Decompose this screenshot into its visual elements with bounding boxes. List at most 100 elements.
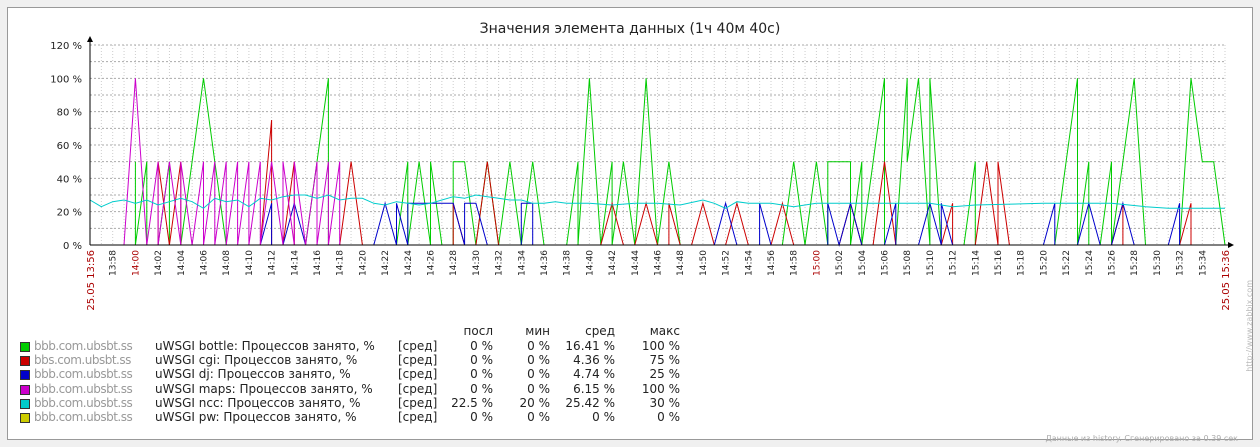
legend-func: [сред] <box>398 381 438 396</box>
x-tick-label: 14:54 <box>744 250 754 276</box>
legend-name: uWSGI ncc: Процессов занято, % <box>155 395 361 410</box>
legend-min: 0 % <box>527 367 550 382</box>
x-tick-label: 14:36 <box>540 250 550 276</box>
series-line-5 <box>89 194 1225 209</box>
legend-min: 0 % <box>527 353 550 368</box>
x-tick-label: 14:10 <box>245 250 255 276</box>
legend-max: 100 % <box>641 339 680 353</box>
x-tick-label: 14:52 <box>722 250 732 276</box>
x-tick-label: 15:16 <box>994 250 1004 276</box>
legend-name: uWSGI dj: Процессов занято, % <box>155 367 351 382</box>
x-tick-label: 14:44 <box>631 250 641 276</box>
y-tick-label: 40 % <box>57 174 82 185</box>
legend-avg: 4.36 % <box>573 353 615 368</box>
x-tick-label: 14:16 <box>313 250 323 276</box>
legend-min: 20 % <box>519 395 551 410</box>
legend-avg: 25.42 % <box>565 395 615 410</box>
x-tick-labels: 13:58 14:00 14:02 14:04 14:06 14:08 14:10 14:12… <box>86 250 1232 311</box>
legend-avg: 0 % <box>592 410 615 424</box>
legend-host: bbb.com.ubsbt.ss <box>34 395 133 410</box>
legend-header-min: мин <box>525 324 550 338</box>
y-tick-label: 100 % <box>50 74 82 85</box>
x-tick-label: 14:08 <box>222 250 232 276</box>
x-tick-label: 15:34 <box>1198 250 1208 276</box>
x-tick-label: 14:40 <box>585 250 595 276</box>
legend-max: 0 % <box>657 410 680 424</box>
x-tick-label: 15:00 <box>812 250 822 276</box>
legend-func: [сред] <box>398 339 438 353</box>
legend-last: 0 % <box>470 339 493 353</box>
y-tick-label: 20 % <box>57 208 82 219</box>
y-tick-label: 120 % <box>50 41 82 52</box>
plot-axes <box>87 36 1234 248</box>
x-tick-label: 15:22 <box>1062 250 1072 276</box>
x-end-label: 25.05 15:36 <box>1221 250 1232 311</box>
x-tick-label: 14:38 <box>563 250 573 276</box>
legend-swatch <box>20 398 30 409</box>
series-line-3 <box>90 201 1225 247</box>
legend-name: uWSGI pw: Процессов занято, % <box>155 410 357 424</box>
legend-name: uWSGI cgi: Процессов занято, % <box>155 353 358 368</box>
legend-swatch <box>20 342 30 352</box>
legend-host: bbb.com.ubsbt.ss <box>34 381 133 396</box>
x-tick-label: 15:28 <box>1130 250 1140 276</box>
x-tick-label: 14:58 <box>790 250 800 276</box>
x-tick-label: 14:34 <box>517 250 527 276</box>
x-tick-label: 14:42 <box>608 250 618 276</box>
x-axis-arrow <box>1228 242 1234 248</box>
x-tick-label: 14:14 <box>290 250 300 276</box>
x-tick-label: 14:50 <box>699 250 709 276</box>
x-tick-label: 13:58 <box>109 250 119 276</box>
legend-swatch <box>20 413 30 423</box>
x-tick-label: 15:24 <box>1085 250 1095 276</box>
footer-note: Данные из history. Сгенерировано за 0.39… <box>1045 434 1238 443</box>
side-url: http://www.zabbix.com <box>1245 280 1254 372</box>
legend-header-avg: сред <box>585 324 615 338</box>
y-tick-label: 60 % <box>57 141 82 152</box>
x-tick-label: 14:20 <box>358 250 368 276</box>
x-tick-label: 15:14 <box>971 250 981 276</box>
legend-avg: 4.74 % <box>573 367 615 382</box>
legend-host: bbs.com.ubsbt.ss <box>34 353 131 368</box>
x-tick-label: 14:48 <box>676 250 686 276</box>
y-tick-label: 0 % <box>63 241 82 252</box>
y-tick-labels: 0 % 20 % 40 % 60 % 80 % 100 % 120 % <box>50 41 82 252</box>
x-tick-label: 14:00 <box>131 250 141 276</box>
x-tick-label: 15:04 <box>858 250 868 276</box>
legend-func: [сред] <box>398 395 438 410</box>
legend-name: uWSGI bottle: Процессов занято, % <box>155 339 375 353</box>
x-start-label: 25.05 13:56 <box>86 250 97 311</box>
legend-max: 25 % <box>649 367 681 382</box>
legend-host: bbb.com.ubsbt.ss <box>34 410 133 424</box>
x-tick-label: 14:04 <box>177 250 187 276</box>
x-tick-label: 14:56 <box>767 250 777 276</box>
legend-last: 0 % <box>470 381 493 396</box>
x-tick-label: 15:08 <box>903 250 913 276</box>
legend-swatch <box>20 370 30 381</box>
x-tick-label: 15:06 <box>881 250 891 276</box>
x-tick-label: 15:32 <box>1176 250 1186 276</box>
legend-func: [сред] <box>398 410 438 424</box>
legend-max: 30 % <box>649 395 681 410</box>
legend-host: bbb.com.ubsbt.ss <box>34 367 133 382</box>
legend-max: 100 % <box>641 381 680 396</box>
legend-min: 0 % <box>527 339 550 353</box>
legend-min: 0 % <box>527 381 550 396</box>
legend-max: 75 % <box>649 353 681 368</box>
x-tick-label: 14:46 <box>654 250 664 276</box>
x-tick-label: 14:28 <box>449 250 459 276</box>
legend-func: [сред] <box>398 353 438 368</box>
legend-host: bbb.com.ubsbt.ss <box>34 339 133 353</box>
legend-last: 0 % <box>470 353 493 368</box>
x-tick-label: 14:02 <box>154 250 164 276</box>
x-tick-label: 14:18 <box>336 250 346 276</box>
legend-last: 0 % <box>470 367 493 382</box>
x-tick-label: 15:18 <box>1017 250 1027 276</box>
x-tick-label: 15:30 <box>1153 250 1163 276</box>
legend-last: 22.5 % <box>451 395 493 410</box>
x-tick-label: 14:06 <box>200 250 210 276</box>
x-tick-label: 15:26 <box>1108 250 1118 276</box>
legend-swatch <box>20 356 30 367</box>
chart-title: Значения элемента данных (1ч 40м 40с) <box>480 21 781 37</box>
